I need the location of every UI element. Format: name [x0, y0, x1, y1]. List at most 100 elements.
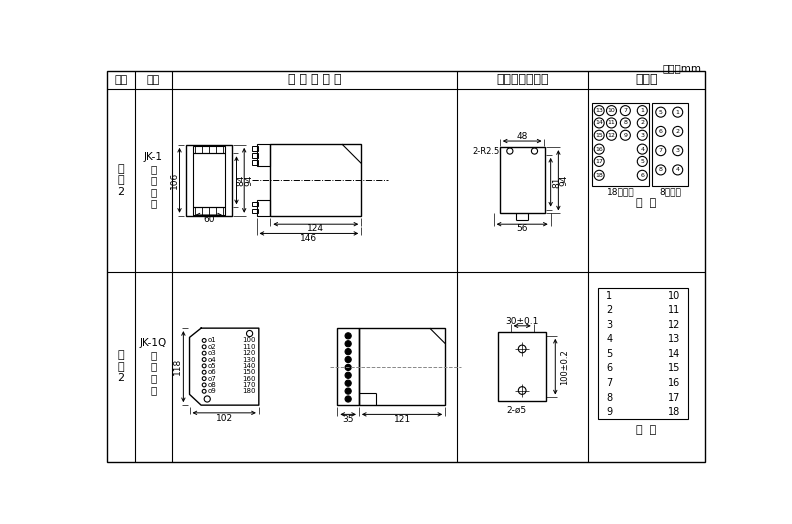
Bar	[592, 103, 649, 186]
Circle shape	[345, 356, 351, 363]
Text: 1: 1	[676, 110, 680, 115]
Text: 12: 12	[668, 320, 680, 330]
Bar	[192, 146, 225, 154]
Text: 13: 13	[668, 334, 680, 344]
Text: 8: 8	[623, 121, 627, 125]
Text: 18点端子: 18点端子	[607, 187, 634, 196]
Text: 4: 4	[676, 167, 680, 172]
Text: o2: o2	[208, 344, 217, 350]
Text: 11: 11	[607, 121, 615, 125]
Text: o1: o1	[208, 337, 217, 343]
Text: 17: 17	[668, 392, 680, 402]
Text: 106: 106	[169, 172, 179, 189]
Bar	[252, 160, 258, 165]
Text: 4: 4	[640, 147, 644, 151]
Text: 5: 5	[606, 349, 612, 359]
Text: 11: 11	[668, 305, 680, 315]
Text: 结构: 结构	[147, 75, 160, 85]
Bar	[500, 147, 545, 213]
Text: 180: 180	[242, 388, 256, 394]
Circle shape	[345, 333, 351, 339]
Text: 18: 18	[668, 407, 680, 417]
Text: 81: 81	[552, 177, 562, 188]
Bar	[599, 289, 687, 419]
Text: 124: 124	[307, 224, 324, 233]
Text: 100: 100	[242, 337, 256, 343]
Bar	[337, 328, 359, 405]
Text: 150: 150	[242, 369, 256, 375]
Text: 170: 170	[242, 382, 256, 388]
Circle shape	[345, 348, 351, 355]
Text: o5: o5	[208, 363, 217, 369]
Text: 130: 130	[242, 356, 256, 363]
Text: 120: 120	[242, 350, 256, 356]
Text: 7: 7	[659, 148, 663, 153]
Bar	[257, 144, 270, 166]
Text: 15: 15	[668, 364, 680, 374]
Text: 16: 16	[596, 147, 603, 151]
Text: 110: 110	[242, 344, 256, 350]
Text: JK-1
板
后
接
线: JK-1 板 后 接 线	[144, 152, 163, 209]
Text: 160: 160	[242, 376, 256, 381]
Text: 端子图: 端子图	[635, 73, 657, 86]
Text: 单位：mm: 单位：mm	[663, 63, 702, 73]
Text: 8点端子: 8点端子	[659, 187, 681, 196]
Text: 12: 12	[607, 133, 615, 138]
Text: 正  视: 正 视	[636, 425, 657, 435]
Text: 9: 9	[606, 407, 612, 417]
Text: 48: 48	[516, 132, 527, 141]
Bar	[257, 200, 270, 216]
Text: 5: 5	[641, 159, 644, 164]
Text: 118: 118	[173, 358, 181, 375]
Bar	[192, 154, 225, 208]
Text: 安装开孔尺寸图: 安装开孔尺寸图	[496, 73, 548, 86]
Text: 121: 121	[394, 414, 410, 423]
Text: 5: 5	[659, 110, 663, 115]
Circle shape	[345, 388, 351, 394]
Text: 2: 2	[640, 121, 644, 125]
Text: JK-1Q
板
前
接
线: JK-1Q 板 前 接 线	[139, 339, 167, 395]
Circle shape	[345, 372, 351, 378]
Text: 3: 3	[606, 320, 612, 330]
Text: 13: 13	[596, 108, 603, 113]
Text: 6: 6	[659, 129, 663, 134]
Text: 84: 84	[237, 174, 246, 186]
Text: 6: 6	[641, 173, 644, 178]
Text: 146: 146	[300, 234, 318, 243]
Bar	[192, 208, 225, 215]
Text: 2-R2.5: 2-R2.5	[472, 147, 500, 156]
Text: 60: 60	[203, 215, 215, 224]
Bar	[252, 146, 258, 151]
Text: 16: 16	[668, 378, 680, 388]
Text: 140: 140	[242, 363, 256, 369]
Circle shape	[345, 396, 351, 402]
Text: o4: o4	[208, 356, 217, 363]
Text: 图号: 图号	[114, 75, 128, 85]
Text: 8: 8	[606, 392, 612, 402]
Text: 4: 4	[606, 334, 612, 344]
Text: 2: 2	[606, 305, 612, 315]
Text: o3: o3	[208, 350, 217, 356]
Text: 30±0.1: 30±0.1	[505, 316, 539, 326]
Circle shape	[345, 364, 351, 370]
Text: 9: 9	[623, 133, 627, 138]
Circle shape	[345, 380, 351, 386]
Text: 2-ø5: 2-ø5	[506, 406, 526, 415]
Text: 94: 94	[559, 174, 568, 186]
Text: o7: o7	[208, 376, 217, 381]
Text: 102: 102	[215, 414, 233, 423]
Bar	[359, 328, 445, 405]
Text: 18: 18	[596, 173, 603, 178]
Text: 56: 56	[516, 224, 528, 233]
Text: 外 形 尺 寸 图: 外 形 尺 寸 图	[287, 73, 341, 86]
Text: 100±0.2: 100±0.2	[560, 349, 569, 385]
Circle shape	[345, 341, 351, 347]
Bar	[252, 209, 258, 213]
Text: o8: o8	[208, 382, 217, 388]
Text: 3: 3	[640, 133, 644, 138]
Text: o9: o9	[208, 388, 217, 394]
Text: 3: 3	[676, 148, 680, 153]
Text: o6: o6	[208, 369, 217, 375]
Bar	[252, 154, 258, 158]
Text: 14: 14	[668, 349, 680, 359]
